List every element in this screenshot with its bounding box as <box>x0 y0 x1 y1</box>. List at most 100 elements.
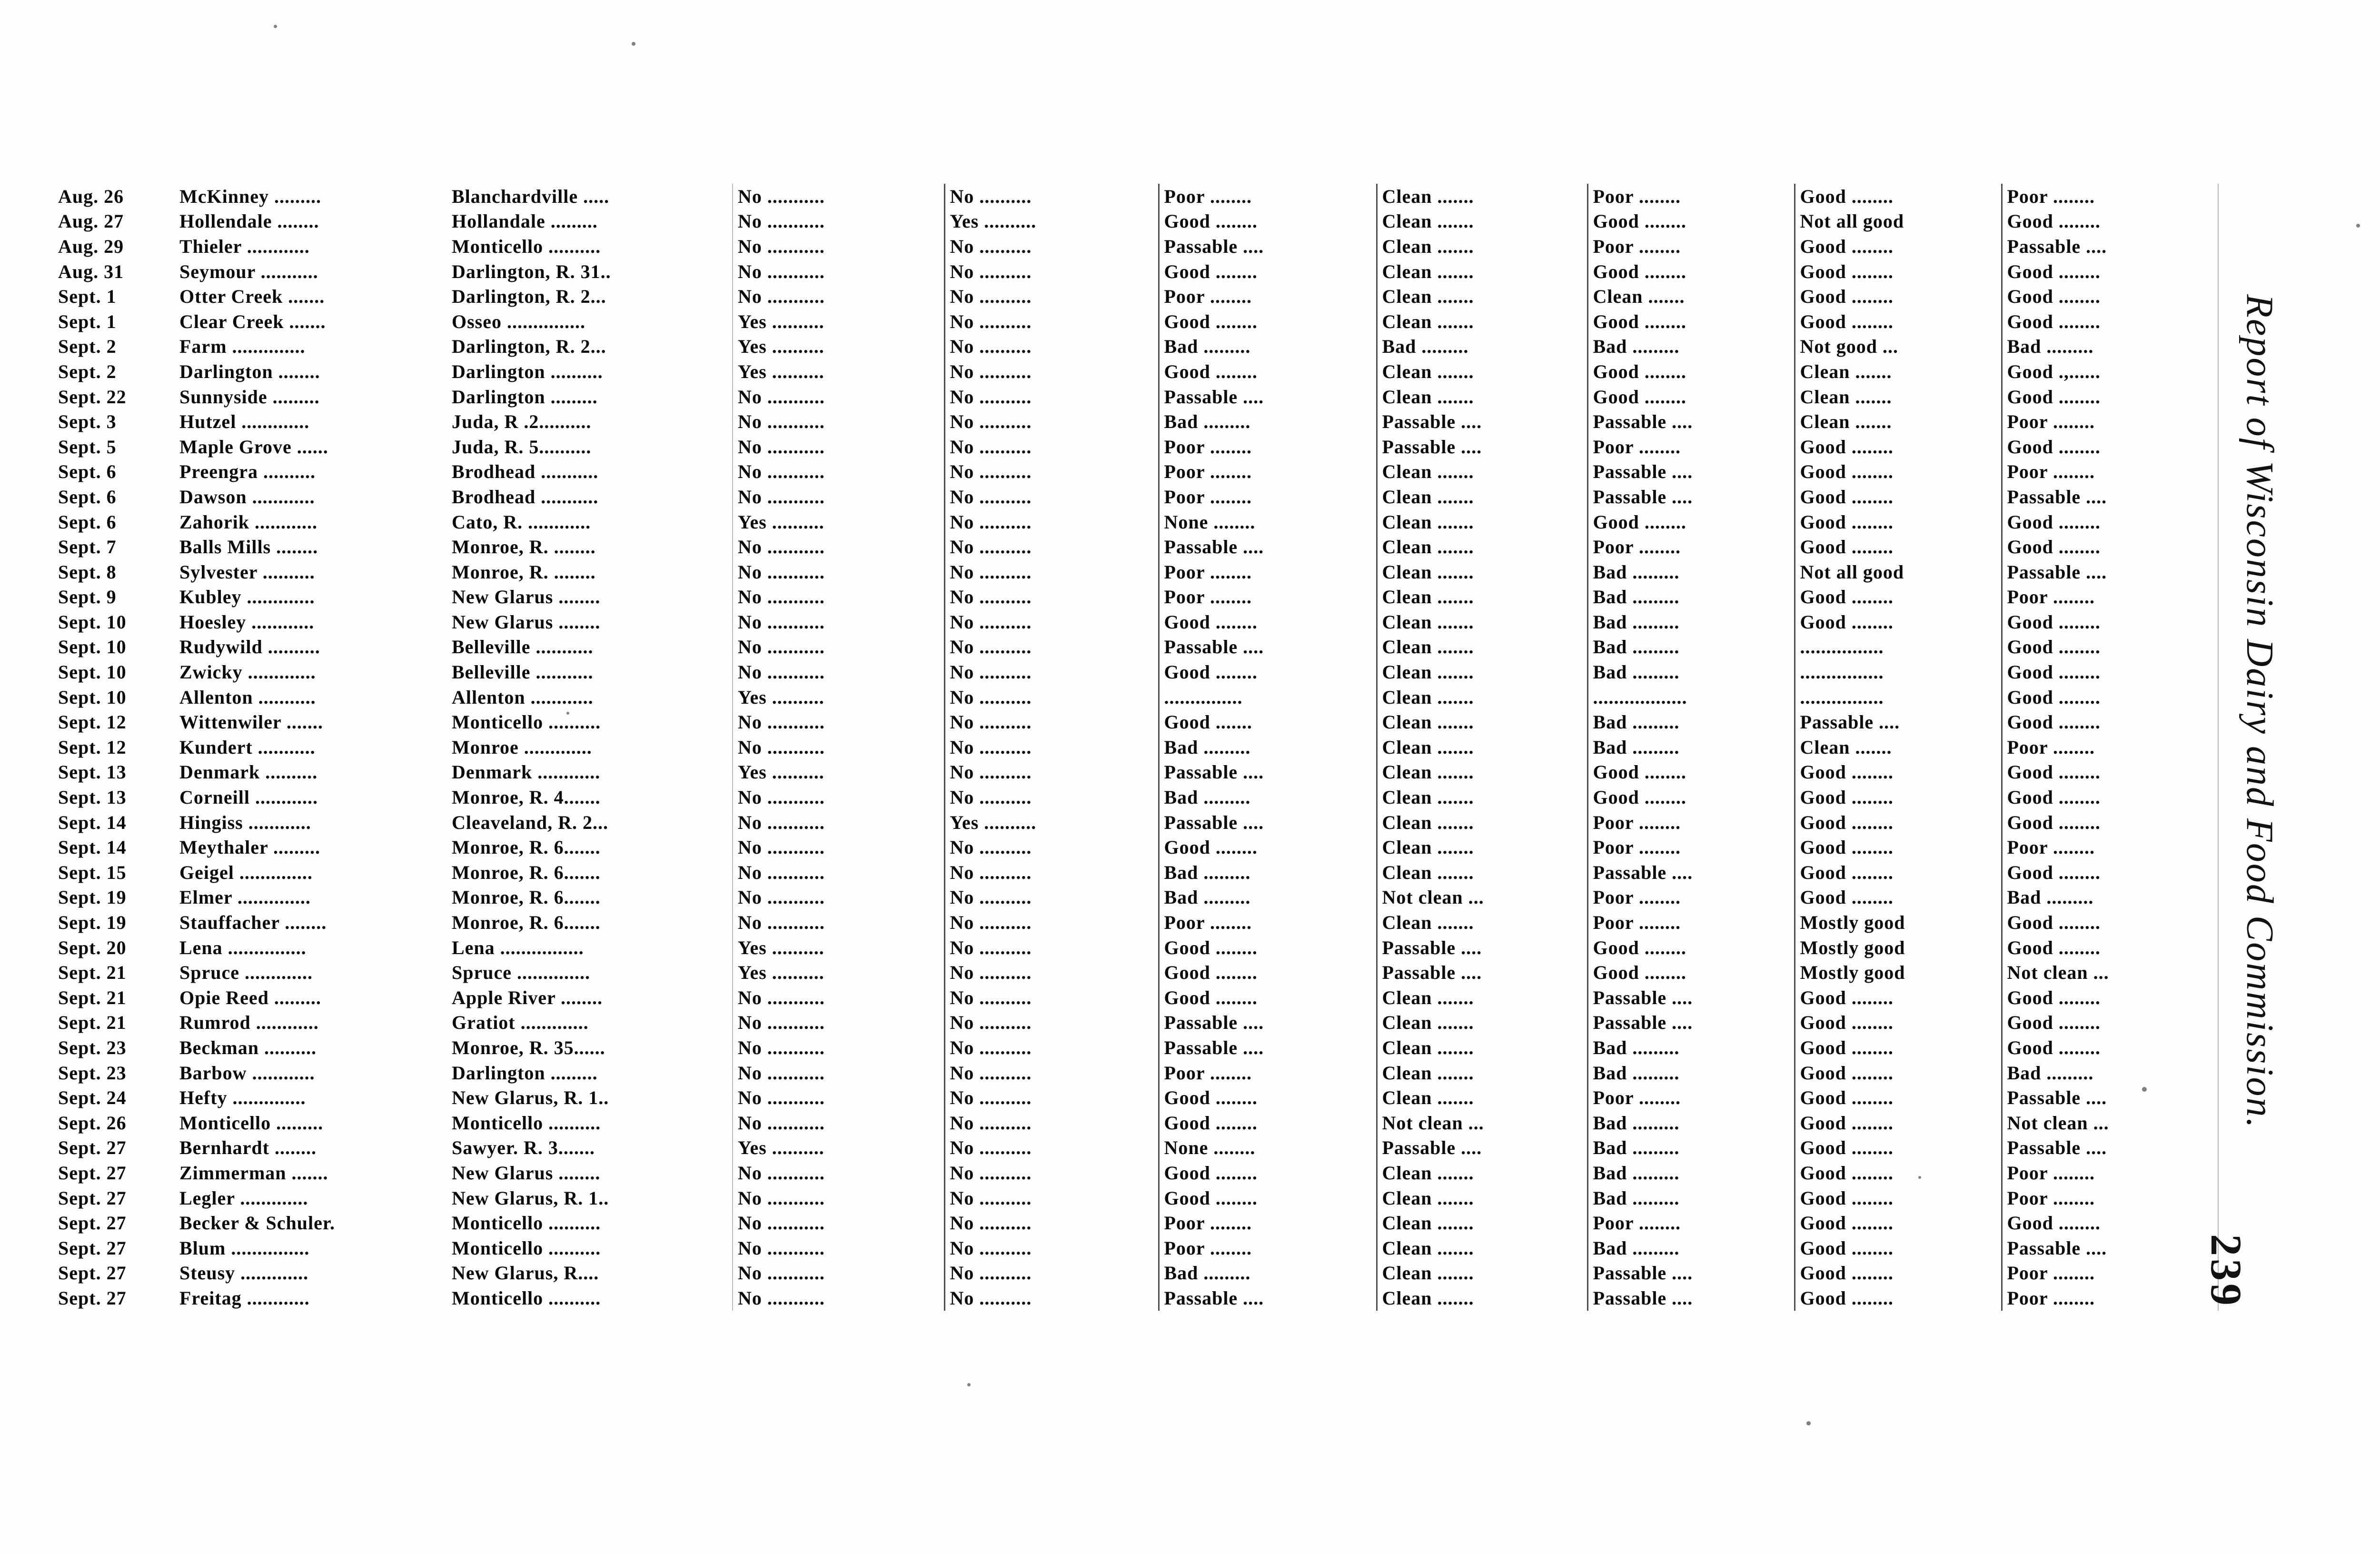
cell-date: Sept. 9 <box>58 586 117 608</box>
table-row: Sept. 21 Opie Reed ......... Apple River… <box>53 985 2219 1010</box>
cell-q7: Poor ........ <box>2001 1285 2219 1311</box>
cell-q3: Poor ........ <box>1158 434 1377 459</box>
cell-name: Wittenwiler ....... <box>179 711 323 733</box>
cell-q6: Good ........ <box>1794 1160 2002 1185</box>
cell-q1: No ........... <box>732 534 944 559</box>
cell-q6: Good ........ <box>1794 835 2002 860</box>
cell-q7: Good ........ <box>2001 1210 2219 1235</box>
cell-q4: Clean ....... <box>1376 234 1587 259</box>
cell-q5: Poor ........ <box>1587 534 1795 559</box>
cell-date: Sept. 23 <box>58 1062 127 1084</box>
cell-q1: No ........... <box>732 1160 944 1185</box>
table-row: Sept. 24 Hefty .............. New Glarus… <box>53 1085 2219 1110</box>
cell-q1: No ........... <box>732 1210 944 1235</box>
cell-q7: Good ........ <box>2001 709 2219 735</box>
cell-q5: Bad ......... <box>1587 334 1795 359</box>
cell-q1: No ........... <box>732 1260 944 1286</box>
cell-name: Freitag ............ <box>179 1287 310 1309</box>
cell-q4: Clean ....... <box>1376 1160 1587 1185</box>
table-row: Sept. 13 Denmark .......... Denmark ....… <box>53 759 2219 785</box>
cell-date: Sept. 10 <box>58 636 127 658</box>
cell-location: Spruce .............. <box>452 962 590 984</box>
cell-q5: Good ........ <box>1587 359 1795 384</box>
cell-q7: Poor ........ <box>2001 1160 2219 1185</box>
cell-name: Seymour ........... <box>179 260 318 282</box>
cell-location: New Glarus, R. 1.. <box>452 1087 609 1109</box>
cell-q3: Good ........ <box>1158 985 1377 1010</box>
table-row: Sept. 6 Dawson ............ Brodhead ...… <box>53 484 2219 509</box>
cell-q4: Clean ....... <box>1376 459 1587 485</box>
cell-q1: No ........... <box>732 234 944 259</box>
cell-q5: Passable .... <box>1587 1010 1795 1036</box>
cell-q6: Not all good <box>1794 209 2002 234</box>
cell-location: Darlington .......... <box>452 360 603 382</box>
cell-q1: No ........... <box>732 1235 944 1261</box>
scan-speck <box>2142 1087 2147 1092</box>
cell-q7: Poor ........ <box>2001 584 2219 610</box>
cell-name: Beckman .......... <box>179 1036 317 1058</box>
cell-q4: Clean ....... <box>1376 309 1587 334</box>
cell-q2: No .......... <box>943 835 1159 860</box>
cell-q1: No ........... <box>732 1085 944 1110</box>
table-row: Sept. 7 Balls Mills ........ Monroe, R. … <box>53 534 2219 559</box>
cell-location: Monroe, R. 35...... <box>452 1036 605 1058</box>
cell-q5: Poor ........ <box>1587 910 1795 935</box>
cell-location: Monroe ............. <box>452 736 592 758</box>
cell-q6: Good ........ <box>1794 1260 2002 1286</box>
cell-q2: No .......... <box>943 284 1159 309</box>
cell-q7: Passable .... <box>2001 1235 2219 1261</box>
cell-q4: Clean ....... <box>1376 484 1587 509</box>
cell-q2: No .......... <box>943 759 1159 785</box>
cell-q2: No .......... <box>943 860 1159 885</box>
table-row: Aug. 31 Seymour ........... Darlington, … <box>53 259 2219 284</box>
cell-date: Sept. 19 <box>58 912 127 934</box>
cell-q1: No ........... <box>732 559 944 585</box>
cell-q3: Poor ........ <box>1158 1060 1377 1086</box>
cell-q2: No .......... <box>943 910 1159 935</box>
cell-date: Sept. 13 <box>58 787 127 808</box>
cell-q7: Good ........ <box>2001 1010 2219 1036</box>
cell-q5: Bad ......... <box>1587 1035 1795 1060</box>
cell-q4: Clean ....... <box>1376 860 1587 885</box>
cell-q3: Good ........ <box>1158 960 1377 985</box>
cell-q5: Passable .... <box>1587 484 1795 509</box>
cell-name: Hingiss ............ <box>179 811 311 833</box>
cell-q7: Good ........ <box>2001 609 2219 635</box>
cell-date: Sept. 27 <box>58 1287 127 1309</box>
cell-q1: Yes .......... <box>732 960 944 985</box>
cell-q6: Clean ....... <box>1794 735 2002 760</box>
cell-q3: Good ........ <box>1158 209 1377 234</box>
cell-q3: Good ........ <box>1158 835 1377 860</box>
cell-name: Clear Creek ....... <box>179 310 326 332</box>
cell-q2: No .......... <box>943 409 1159 434</box>
cell-q2: No .......... <box>943 1235 1159 1261</box>
table-row: Sept. 12 Wittenwiler ....... Monticello … <box>53 709 2219 735</box>
cell-location: Darlington, R. 31.. <box>452 260 611 282</box>
cell-location: Monticello .......... <box>452 1212 601 1234</box>
cell-location: Juda, R. 5.......... <box>452 436 592 458</box>
cell-name: Steusy ............. <box>179 1262 309 1284</box>
cell-q7: Poor ........ <box>2001 1185 2219 1211</box>
table-row: Aug. 27 Hollendale ........ Hollandale .… <box>53 209 2219 234</box>
cell-q3: Passable .... <box>1158 1285 1377 1311</box>
cell-location: Monticello .......... <box>452 1237 601 1259</box>
cell-date: Sept. 7 <box>58 536 117 558</box>
table-row: Aug. 26 McKinney ......... Blanchardvill… <box>53 184 2219 209</box>
cell-q3: Passable .... <box>1158 1035 1377 1060</box>
cell-date: Sept. 14 <box>58 811 127 833</box>
cell-name: Balls Mills ........ <box>179 536 318 558</box>
cell-q5: Poor ........ <box>1587 835 1795 860</box>
cell-q2: Yes .......... <box>943 809 1159 835</box>
cell-location: Monroe, R. ........ <box>452 561 596 583</box>
cell-q1: No ........... <box>732 659 944 685</box>
cell-q3: Passable .... <box>1158 384 1377 409</box>
cell-q1: No ........... <box>732 910 944 935</box>
cell-date: Sept. 1 <box>58 310 117 332</box>
cell-q7: Good ........ <box>2001 534 2219 559</box>
cell-name: Hoesley ............ <box>179 611 315 633</box>
cell-q6: Good ........ <box>1794 1210 2002 1235</box>
table-row: Sept. 6 Preengra .......... Brodhead ...… <box>53 459 2219 485</box>
cell-date: Sept. 6 <box>58 511 117 533</box>
table-row: Sept. 3 Hutzel ............. Juda, R .2.… <box>53 409 2219 434</box>
cell-q4: Clean ....... <box>1376 1035 1587 1060</box>
